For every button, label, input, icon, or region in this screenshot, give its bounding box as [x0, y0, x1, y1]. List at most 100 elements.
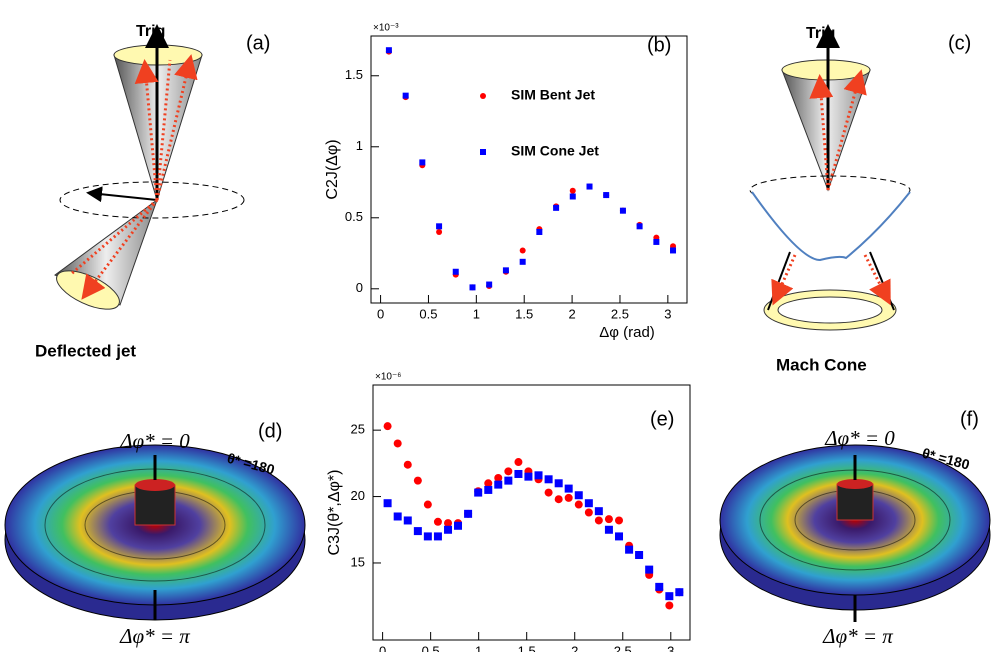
- point: [384, 499, 392, 507]
- point: [575, 491, 583, 499]
- caption: Mach Cone: [776, 355, 867, 374]
- point: [444, 526, 452, 534]
- point: [653, 239, 659, 245]
- legend-label: SIM Bent Jet: [511, 87, 595, 103]
- point: [555, 479, 563, 487]
- point: [615, 532, 623, 540]
- angle-label: Δφ* = π: [119, 624, 190, 648]
- point: [665, 592, 673, 600]
- point: [575, 501, 583, 509]
- y-tick-label: 0.5: [345, 209, 363, 224]
- y-axis-label: C3J(θ*,Δφ*): [326, 470, 343, 556]
- point: [403, 93, 409, 99]
- x-tick-label: 3: [667, 643, 674, 652]
- point: [605, 526, 613, 534]
- x-tick-label: 2: [568, 306, 575, 321]
- point: [535, 471, 543, 479]
- angle-label: Δφ* = 0: [824, 426, 895, 450]
- panel-label: (f): [960, 408, 979, 430]
- point: [434, 518, 442, 526]
- point: [453, 269, 459, 275]
- panel-label: (b): [647, 34, 671, 56]
- point: [484, 486, 492, 494]
- point: [464, 510, 472, 518]
- point: [675, 588, 683, 596]
- point: [514, 470, 522, 478]
- point: [424, 501, 432, 509]
- y-axis-label: C2J(Δφ): [324, 139, 341, 199]
- point: [545, 489, 553, 497]
- angle-label: Δφ* = 0: [119, 429, 190, 453]
- figure: (a) Trig Deflected jet (c) Trig Mach Con…: [0, 0, 995, 652]
- y-tick-label: 15: [351, 554, 365, 569]
- point: [434, 532, 442, 540]
- point: [545, 475, 553, 483]
- point: [635, 551, 643, 559]
- panel-label: (d): [258, 420, 282, 442]
- x-tick-label: 3: [664, 306, 671, 321]
- point: [665, 601, 673, 609]
- panel-f-surface: [720, 445, 990, 622]
- point: [404, 461, 412, 469]
- x-tick-label: 2: [571, 643, 578, 652]
- point: [555, 495, 563, 503]
- x-axis-label: Δφ (rad): [599, 324, 655, 341]
- x-tick-label: 1.5: [515, 306, 533, 321]
- plot-frame: [373, 385, 690, 640]
- x-tick-label: 0: [379, 643, 386, 652]
- point: [504, 467, 512, 475]
- legend-marker: [480, 93, 486, 99]
- point: [625, 546, 633, 554]
- y-tick-label: 1.5: [345, 67, 363, 82]
- point: [436, 223, 442, 229]
- x-tick-label: 1: [475, 643, 482, 652]
- point: [474, 489, 482, 497]
- legend-label: SIM Cone Jet: [511, 143, 599, 159]
- point: [394, 439, 402, 447]
- x-tick-label: 1: [473, 306, 480, 321]
- x-tick-label: 1.5: [518, 643, 536, 652]
- point: [670, 247, 676, 253]
- point: [595, 516, 603, 524]
- point: [386, 47, 392, 53]
- panel-label: (e): [650, 408, 674, 430]
- point: [570, 193, 576, 199]
- point: [585, 499, 593, 507]
- point: [454, 522, 462, 530]
- panel-c-diagram: [750, 30, 910, 330]
- y-tick-label: 1: [356, 138, 363, 153]
- point: [424, 532, 432, 540]
- point: [615, 516, 623, 524]
- caption: Deflected jet: [35, 341, 136, 360]
- axis-multiplier: ×10⁻³: [373, 23, 399, 34]
- y-tick-label: 0: [356, 280, 363, 295]
- point: [595, 507, 603, 515]
- point: [384, 422, 392, 430]
- y-tick-label: 25: [351, 422, 365, 437]
- point: [486, 282, 492, 288]
- point: [565, 494, 573, 502]
- panel-label: (c): [948, 32, 971, 54]
- point: [603, 192, 609, 198]
- point: [645, 566, 653, 574]
- plot-frame: [371, 36, 687, 303]
- point: [504, 477, 512, 485]
- panel-a-diagram: [51, 30, 244, 317]
- trigger-label: Trig: [136, 23, 165, 40]
- point: [520, 247, 526, 253]
- y-tick-label: 20: [351, 488, 365, 503]
- point: [536, 229, 542, 235]
- point: [436, 229, 442, 235]
- x-tick-label: 0: [377, 306, 384, 321]
- point: [585, 509, 593, 517]
- point: [565, 485, 573, 493]
- point: [605, 515, 613, 523]
- point: [514, 458, 522, 466]
- point: [494, 481, 502, 489]
- point: [655, 583, 663, 591]
- legend-marker: [480, 149, 486, 155]
- panel-label: (a): [246, 32, 270, 54]
- axis-multiplier: ×10⁻⁶: [375, 372, 401, 383]
- x-tick-label: 0.5: [422, 643, 440, 652]
- point: [587, 184, 593, 190]
